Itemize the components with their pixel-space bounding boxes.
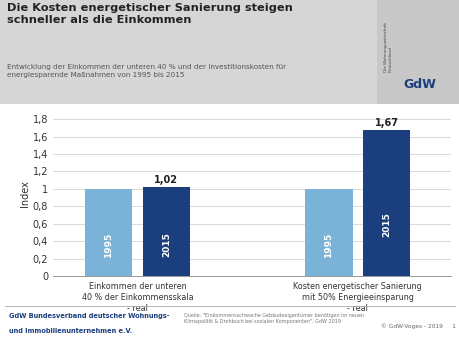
Text: 1,02: 1,02 — [154, 175, 178, 185]
Text: 1,67: 1,67 — [374, 118, 397, 128]
Text: GdW: GdW — [402, 78, 435, 91]
Bar — [142, 187, 190, 276]
Text: GdW Bundesverband deutscher Wohnungs-: GdW Bundesverband deutscher Wohnungs- — [9, 313, 169, 319]
Text: 1995: 1995 — [104, 233, 113, 258]
Text: Entwicklung der Einkommen der unteren 40 % und der Investitionskosten für
energi: Entwicklung der Einkommen der unteren 40… — [7, 64, 285, 78]
Text: Die Kosten energetischer Sanierung steigen
schneller als die Einkommen: Die Kosten energetischer Sanierung steig… — [7, 3, 292, 25]
Text: 2015: 2015 — [381, 213, 390, 237]
Bar — [362, 130, 409, 276]
Text: © GdW-Voges - 2019     1: © GdW-Voges - 2019 1 — [380, 324, 454, 329]
Bar — [85, 189, 132, 276]
Bar — [304, 189, 352, 276]
Text: und Immobilienunternehmen e.V.: und Immobilienunternehmen e.V. — [9, 328, 132, 334]
Text: Die Wohnungswirtschaft
Deutschland: Die Wohnungswirtschaft Deutschland — [383, 22, 392, 71]
Y-axis label: Index: Index — [20, 180, 30, 207]
Text: Quelle: "Einkommensschwache Gebäudeeigentümer benötigen im neuen
Klimapolitik & : Quelle: "Einkommensschwache Gebäudeeigen… — [184, 313, 364, 324]
Text: 2015: 2015 — [162, 233, 170, 257]
Text: 1995: 1995 — [324, 233, 333, 258]
Bar — [376, 0, 459, 104]
